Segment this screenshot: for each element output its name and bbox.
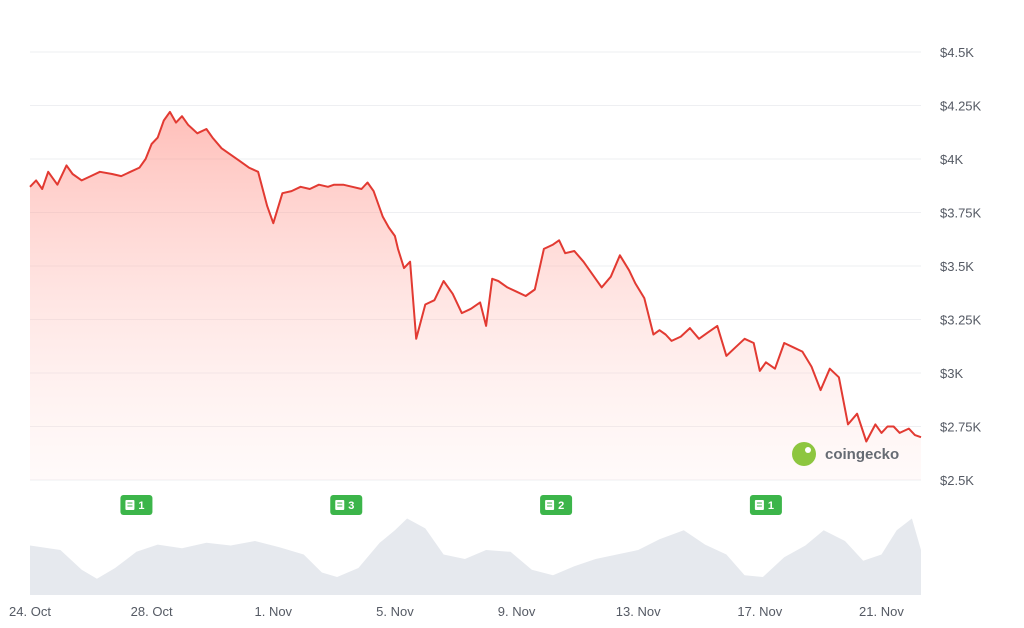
news-marker-count: 1	[768, 500, 774, 512]
newspaper-icon	[335, 500, 345, 510]
news-markers: 1 3 2 1	[120, 495, 782, 515]
x-tick-label: 9. Nov	[498, 604, 536, 619]
y-tick-label: $3.75K	[940, 206, 982, 221]
price-area-fill	[30, 111, 921, 481]
coingecko-logo-icon	[792, 442, 816, 466]
x-tick-label: 13. Nov	[616, 604, 661, 619]
news-marker[interactable]: 3	[330, 495, 363, 515]
price-line	[29, 110, 922, 443]
news-marker[interactable]: 2	[540, 495, 573, 515]
x-axis: 24. Oct 28. Oct 1. Nov 5. Nov 9. Nov 13. Nov 1…	[9, 604, 904, 619]
y-tick-label: $3K	[940, 366, 963, 381]
y-tick-label: $3.25K	[940, 313, 982, 328]
y-axis: $4.5K $4.25K $4K $3.75K $3.5K $3.25K $3K $2.75K…	[940, 45, 982, 488]
volume-area	[30, 518, 921, 595]
news-marker[interactable]: 1	[749, 495, 782, 515]
y-tick-label: $4.5K	[940, 45, 974, 60]
news-marker-badge[interactable]	[540, 495, 573, 515]
y-tick-label: $4K	[940, 152, 963, 167]
y-tick-label: $2.75K	[940, 420, 982, 435]
x-tick-label: 5. Nov	[376, 604, 414, 619]
x-tick-label: 21. Nov	[859, 604, 904, 619]
x-tick-label: 28. Oct	[131, 604, 173, 619]
coingecko-logo-eye-icon	[805, 447, 811, 453]
x-tick-label: 17. Nov	[737, 604, 782, 619]
news-marker-count: 2	[558, 500, 564, 512]
x-tick-label: 24. Oct	[9, 604, 51, 619]
news-marker-badge[interactable]	[120, 495, 153, 515]
news-marker-badge[interactable]	[749, 495, 782, 515]
newspaper-icon	[125, 500, 135, 510]
x-tick-label: 1. Nov	[254, 604, 292, 619]
y-tick-label: $3.5K	[940, 259, 974, 274]
news-marker[interactable]: 1	[120, 495, 153, 515]
y-tick-label: $4.25K	[940, 99, 982, 114]
coingecko-watermark: coingecko	[792, 442, 899, 466]
news-marker-count: 3	[348, 500, 354, 512]
y-tick-label: $2.5K	[940, 473, 974, 488]
news-marker-badge[interactable]	[330, 495, 363, 515]
newspaper-icon	[545, 500, 555, 510]
news-marker-count: 1	[138, 500, 144, 512]
watermark-text: coingecko	[825, 446, 899, 463]
newspaper-icon	[754, 500, 764, 510]
